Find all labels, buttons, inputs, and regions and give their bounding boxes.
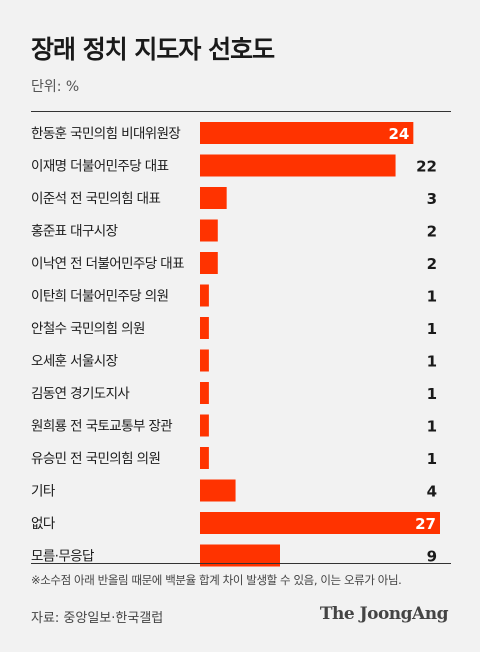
- category-label: 모름·무응답: [31, 549, 94, 565]
- bar: [200, 512, 440, 534]
- category-label: 오세훈 서울시장: [31, 354, 118, 370]
- top-rule: [31, 111, 451, 112]
- category-label: 이준석 전 국민의힘 대표: [31, 191, 160, 207]
- value-label: 1: [427, 418, 437, 436]
- value-label: 9: [427, 548, 437, 566]
- chart-title: 장래 정치 지도자 선호도: [31, 35, 275, 64]
- value-label: 1: [427, 450, 437, 468]
- brand-logo: The JoongAng: [319, 604, 449, 624]
- unit-label: 단위: %: [31, 79, 80, 95]
- category-label: 이탄희 더불어민주당 의원: [31, 289, 168, 305]
- value-label: 22: [416, 158, 437, 176]
- value-label: 2: [427, 223, 437, 241]
- value-label: 2: [427, 255, 437, 273]
- category-label: 한동훈 국민의힘 비대위원장: [31, 126, 180, 142]
- bar: [200, 479, 236, 502]
- bar: [200, 187, 227, 209]
- bar: [200, 154, 396, 177]
- value-label: 1: [427, 288, 437, 306]
- bottom-rule: [31, 563, 451, 564]
- category-label: 김동연 경기도지사: [31, 386, 130, 402]
- value-label: 1: [427, 385, 437, 403]
- category-label: 홍준표 대구시장: [31, 224, 118, 240]
- value-label: 1: [427, 320, 437, 338]
- bar: [200, 544, 280, 567]
- value-label: 24: [388, 125, 409, 143]
- bar: [200, 414, 209, 437]
- bar: [200, 317, 209, 339]
- bar: [200, 252, 218, 274]
- category-label: 이재명 더불어민주당 대표: [31, 159, 169, 175]
- source-note: 자료: 중앙일보·한국갤럽: [31, 611, 164, 626]
- category-label: 유승민 전 국민의힘 의원: [31, 451, 160, 467]
- category-label: 없다: [31, 516, 56, 532]
- bar: [200, 122, 414, 144]
- category-label: 이낙연 전 더불어민주당 대표: [31, 256, 184, 272]
- bar: [200, 382, 209, 404]
- category-label: 기타: [31, 484, 56, 500]
- bar: [200, 349, 209, 372]
- value-label: 4: [427, 483, 437, 501]
- value-label: 3: [427, 190, 437, 208]
- bar: [200, 447, 209, 469]
- category-label: 원희룡 전 국토교통부 장관: [31, 419, 172, 435]
- bar: [200, 284, 209, 307]
- value-label: 1: [427, 353, 437, 371]
- value-label: 27: [415, 515, 436, 533]
- category-label: 안철수 국민의힘 의원: [31, 321, 145, 337]
- bar: [200, 219, 218, 242]
- footnote: ※소수점 아래 반올림 때문에 백분율 합계 차이 발생할 수 있음, 이는 오…: [31, 573, 402, 587]
